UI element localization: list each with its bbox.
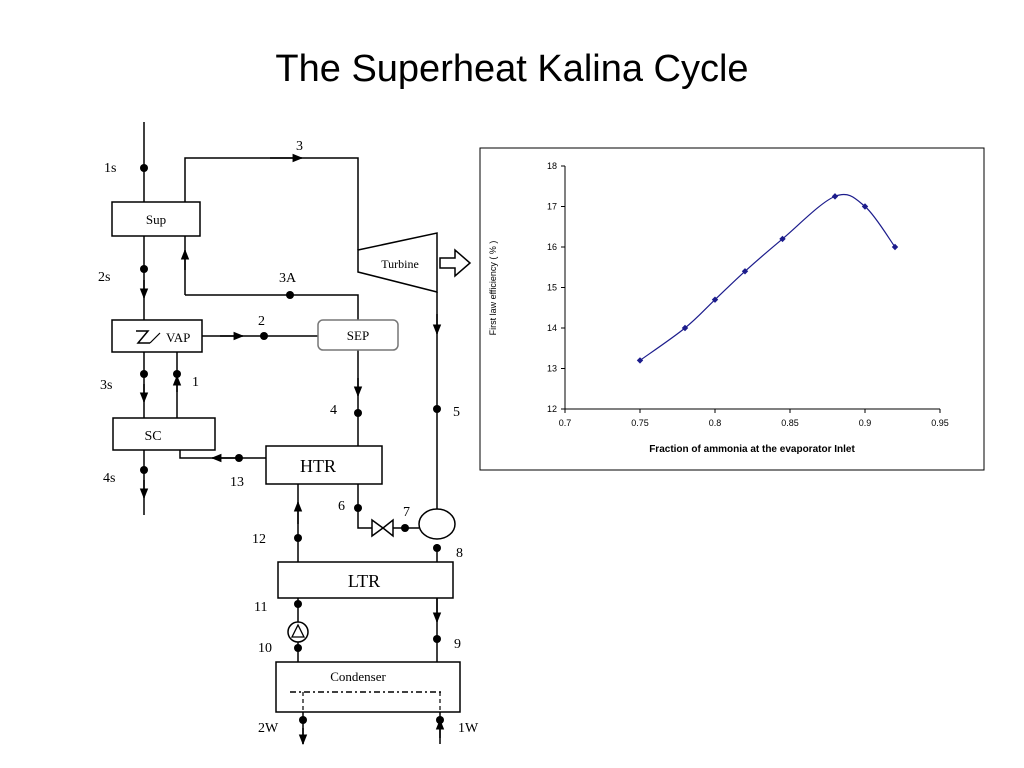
data-point: [891, 243, 899, 251]
sc-box: [112, 417, 216, 451]
label-2s: 2s: [98, 270, 110, 285]
label-2w: 2W: [258, 721, 279, 736]
x-tick-label: 0.7: [559, 418, 572, 428]
point-1: [173, 370, 181, 378]
point-11: [294, 600, 302, 608]
y-axis-label: First law efficiency ( % ): [488, 241, 498, 336]
ltr-box: [277, 561, 454, 599]
sup-box: [111, 201, 201, 237]
vap-label: VAP: [166, 330, 190, 345]
condenser-box: [275, 661, 461, 713]
label-3a: 3A: [279, 271, 297, 286]
point-8: [433, 544, 441, 552]
y-tick-label: 18: [547, 161, 557, 171]
slide-title: The Superheat Kalina Cycle: [275, 48, 749, 90]
point-3s: [140, 370, 148, 378]
y-tick-label: 14: [547, 323, 557, 333]
label-1s: 1s: [104, 161, 116, 176]
label-11: 11: [254, 600, 267, 615]
sc-label: SC: [144, 429, 161, 444]
y-tick-label: 12: [547, 404, 557, 414]
x-tick-label: 0.8: [709, 418, 722, 428]
pipe-6: [357, 484, 372, 529]
label-4s: 4s: [103, 471, 115, 486]
label-9: 9: [454, 637, 461, 652]
point-13: [235, 454, 243, 462]
chart-frame: [479, 147, 985, 471]
y-tick-label: 15: [547, 283, 557, 293]
turbine-shape: [357, 232, 438, 293]
pump-icon: [287, 621, 309, 643]
point-1s: [140, 164, 148, 172]
point-10: [294, 644, 302, 652]
label-6: 6: [338, 499, 345, 514]
point-1w: [436, 716, 444, 724]
point-9: [433, 635, 441, 643]
x-tick-label: 0.85: [781, 418, 799, 428]
label-2: 2: [258, 314, 265, 329]
work-output-arrow: [439, 248, 472, 278]
point-2s: [140, 265, 148, 273]
label-1: 1: [192, 375, 199, 390]
point-12: [294, 534, 302, 542]
point-2: [260, 332, 268, 340]
vap-coil-tail: [149, 332, 161, 344]
point-5: [433, 405, 441, 413]
turbine-label: Turbine: [381, 257, 419, 271]
label-4: 4: [330, 403, 337, 418]
y-tick-label: 13: [547, 364, 557, 374]
label-8: 8: [456, 546, 463, 561]
data-point: [711, 296, 719, 303]
data-point: [681, 324, 689, 332]
label-1w: 1W: [458, 721, 479, 736]
label-12: 12: [252, 532, 266, 547]
label-10: 10: [258, 641, 272, 656]
data-point: [861, 203, 869, 210]
valve-icon: [371, 518, 394, 538]
x-tick-label: 0.75: [631, 418, 649, 428]
series-line: [639, 193, 896, 361]
point-3a: [286, 291, 294, 299]
mixer: [418, 508, 456, 540]
point-6: [354, 504, 362, 512]
point-7: [401, 524, 409, 532]
data-point: [741, 268, 749, 275]
pipe-3a: [185, 294, 359, 320]
data-point: [779, 235, 786, 243]
sep-box: [317, 319, 399, 351]
point-2w: [299, 716, 307, 724]
x-tick-label: 0.95: [931, 418, 949, 428]
label-3s: 3s: [100, 378, 112, 393]
data-point: [636, 357, 644, 364]
state-points: [140, 164, 444, 724]
point-4: [354, 409, 362, 417]
x-axis-label: Fraction of ammonia at the evaporator In…: [649, 444, 855, 455]
y-tick-label: 17: [547, 202, 557, 212]
x-tick-label: 0.9: [859, 418, 872, 428]
label-5: 5: [453, 405, 460, 420]
label-3: 3: [296, 139, 303, 154]
condenser-label: Condenser: [330, 669, 386, 684]
sup-label: Sup: [146, 212, 166, 227]
y-tick-label: 16: [547, 242, 557, 252]
htr-box: [265, 445, 383, 485]
point-4s: [140, 466, 148, 474]
label-13: 13: [230, 475, 244, 490]
vap-coil-icon: [136, 330, 150, 344]
sep-label: SEP: [347, 328, 369, 343]
label-7: 7: [403, 505, 410, 520]
htr-label: HTR: [300, 456, 336, 476]
ltr-label: LTR: [348, 571, 380, 591]
data-point: [831, 193, 839, 200]
